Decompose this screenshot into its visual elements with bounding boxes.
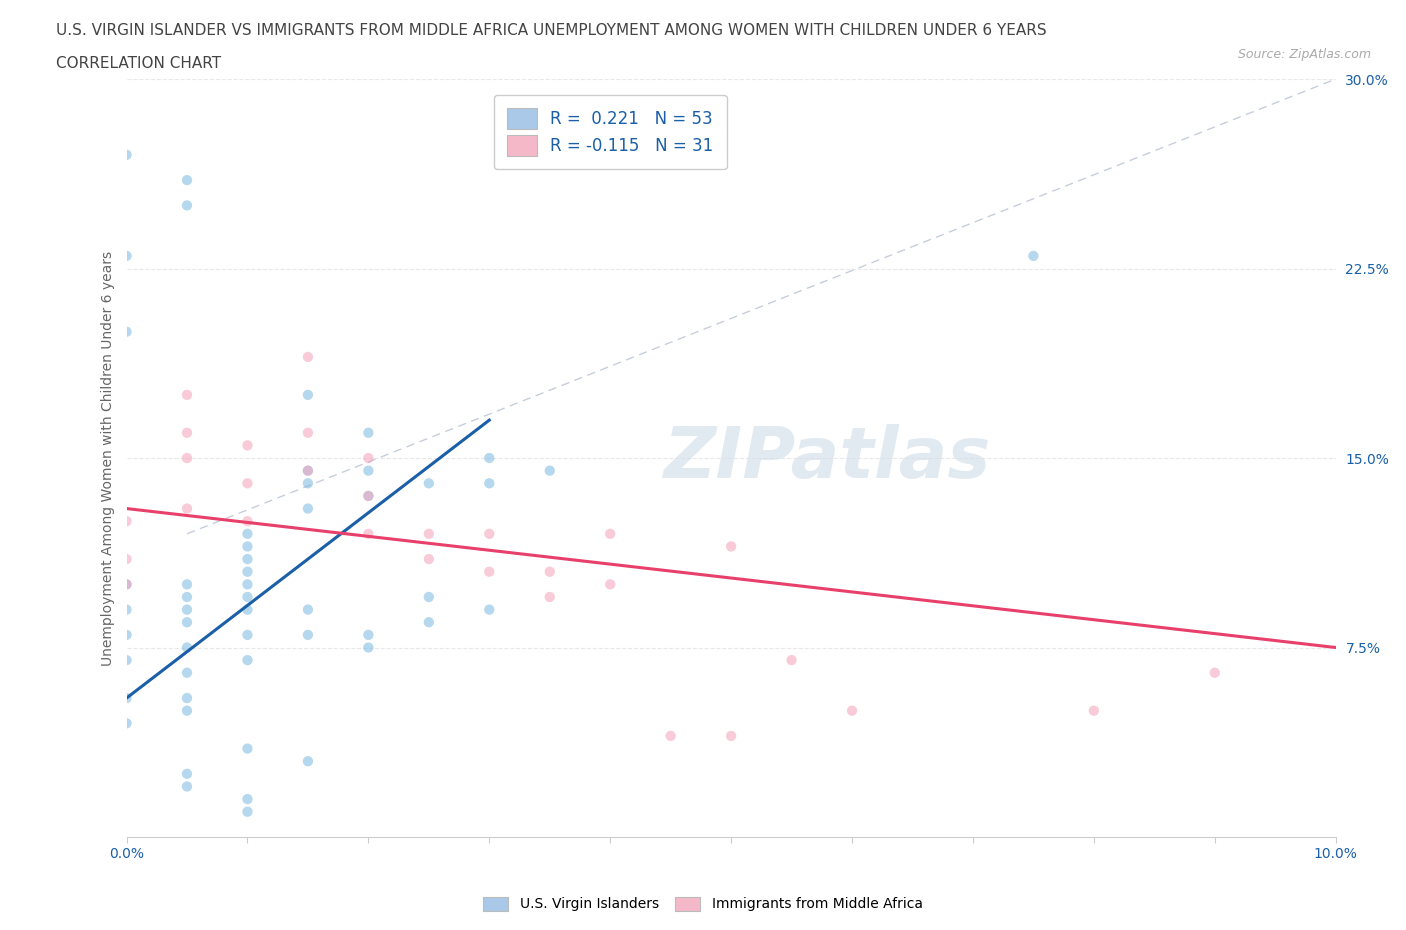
Point [115,513,138,528]
Point [176,577,198,591]
Point [176,198,198,213]
Point [297,425,319,440]
Point [659,728,682,743]
Point [1083,703,1105,718]
Point [1022,248,1045,263]
Point [357,451,380,466]
Point [478,526,501,541]
Point [297,501,319,516]
Point [176,665,198,680]
Point [236,551,259,566]
Point [236,476,259,491]
Point [357,463,380,478]
Point [176,590,198,604]
Point [115,653,138,668]
Point [478,565,501,579]
Point [236,513,259,528]
Point [176,451,198,466]
Point [418,476,440,491]
Point [115,551,138,566]
Point [176,615,198,630]
Point [115,248,138,263]
Point [478,603,501,618]
Point [538,590,561,604]
Point [418,590,440,604]
Point [236,804,259,819]
Point [478,451,501,466]
Point [538,463,561,478]
Point [297,463,319,478]
Point [115,577,138,591]
Point [236,653,259,668]
Point [418,551,440,566]
Point [236,438,259,453]
Point [720,728,742,743]
Point [599,577,621,591]
Point [236,526,259,541]
Point [357,488,380,503]
Point [297,603,319,618]
Point [236,539,259,554]
Point [176,766,198,781]
Point [297,753,319,768]
Point [357,640,380,655]
Point [115,325,138,339]
Point [236,590,259,604]
Point [720,539,742,554]
Point [418,526,440,541]
Point [236,628,259,643]
Point [236,741,259,756]
Point [236,565,259,579]
Point [236,577,259,591]
Point [176,603,198,618]
Point [176,779,198,794]
Point [357,488,380,503]
Text: CORRELATION CHART: CORRELATION CHART [56,56,221,71]
Point [1204,665,1226,680]
Legend: U.S. Virgin Islanders, Immigrants from Middle Africa: U.S. Virgin Islanders, Immigrants from M… [477,890,929,919]
Legend: R =  0.221   N = 53, R = -0.115   N = 31: R = 0.221 N = 53, R = -0.115 N = 31 [494,95,727,169]
Point [115,147,138,162]
Point [176,640,198,655]
Y-axis label: Unemployment Among Women with Children Under 6 years: Unemployment Among Women with Children U… [101,250,115,666]
Point [176,173,198,188]
Point [115,716,138,731]
Point [236,791,259,806]
Point [115,628,138,643]
Point [357,425,380,440]
Point [115,603,138,618]
Point [176,388,198,403]
Point [176,703,198,718]
Point [297,628,319,643]
Point [176,501,198,516]
Point [538,565,561,579]
Point [176,425,198,440]
Point [115,577,138,591]
Point [297,463,319,478]
Point [236,603,259,618]
Point [418,615,440,630]
Text: Source: ZipAtlas.com: Source: ZipAtlas.com [1237,48,1371,61]
Point [297,350,319,365]
Point [841,703,863,718]
Point [357,628,380,643]
Text: ZIPatlas: ZIPatlas [664,423,991,493]
Text: U.S. VIRGIN ISLANDER VS IMMIGRANTS FROM MIDDLE AFRICA UNEMPLOYMENT AMONG WOMEN W: U.S. VIRGIN ISLANDER VS IMMIGRANTS FROM … [56,23,1047,38]
Point [478,476,501,491]
Point [780,653,803,668]
Point [297,476,319,491]
Point [297,388,319,403]
Point [599,526,621,541]
Point [115,691,138,706]
Point [357,526,380,541]
Point [176,691,198,706]
